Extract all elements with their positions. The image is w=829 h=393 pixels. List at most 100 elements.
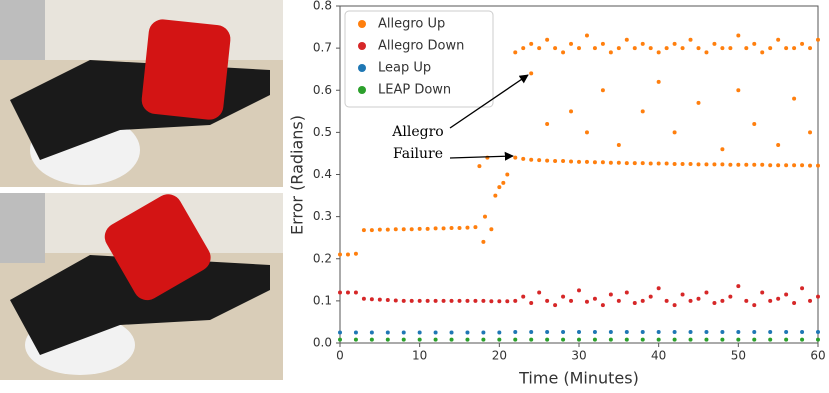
- point: [760, 162, 765, 167]
- point: [800, 286, 805, 291]
- point: [616, 160, 621, 165]
- point: [457, 225, 462, 230]
- point: [608, 160, 613, 165]
- point: [768, 163, 773, 168]
- x-axis-label: Time (Minutes): [518, 369, 639, 388]
- point: [680, 292, 685, 297]
- point: [465, 330, 470, 335]
- point: [744, 298, 749, 303]
- legend-box: [344, 10, 494, 108]
- point: [433, 330, 438, 335]
- point: [608, 337, 613, 342]
- point: [608, 330, 613, 335]
- legend-text: Allegro Down: [378, 39, 464, 54]
- point: [656, 330, 661, 335]
- point: [489, 227, 494, 232]
- point: [624, 337, 629, 342]
- point: [401, 298, 406, 303]
- point: [712, 162, 717, 167]
- point: [561, 337, 566, 342]
- y-tick-label: 0.4: [313, 167, 332, 181]
- point: [688, 161, 693, 166]
- point: [808, 130, 813, 135]
- point: [688, 298, 693, 303]
- point: [800, 41, 805, 46]
- point: [784, 163, 789, 168]
- point: [577, 159, 581, 164]
- legend-marker: [358, 20, 366, 28]
- point: [592, 46, 597, 51]
- point: [632, 300, 637, 305]
- point: [784, 292, 789, 297]
- point: [417, 330, 422, 335]
- point: [465, 337, 470, 342]
- point: [736, 337, 741, 342]
- x-tick-label: 20: [492, 349, 507, 363]
- point: [592, 330, 597, 335]
- point: [513, 50, 518, 55]
- point: [497, 185, 502, 190]
- annotation-line: Allegro: [391, 124, 443, 140]
- point: [816, 37, 820, 42]
- point: [441, 226, 446, 231]
- point: [640, 330, 645, 335]
- point: [361, 296, 366, 301]
- x-tick-label: 10: [412, 349, 427, 363]
- point: [385, 227, 390, 232]
- point: [353, 337, 358, 342]
- annotation-arrow: [449, 151, 514, 161]
- point: [760, 50, 765, 55]
- point: [800, 337, 805, 342]
- point: [441, 298, 446, 303]
- point: [808, 298, 813, 303]
- point: [545, 158, 550, 163]
- point: [752, 337, 757, 342]
- x-tick-label: 0: [336, 349, 344, 363]
- point: [640, 109, 645, 114]
- point: [529, 330, 534, 335]
- point: [577, 46, 581, 51]
- point: [561, 50, 566, 55]
- legend-text: Leap Up: [378, 61, 431, 76]
- point: [704, 50, 709, 55]
- ticks: 0 10 20 30 40 50 60 0.0 0.1 0.2 0.3 0.4 0.5 0.6 0.7 0.8: [313, 0, 826, 363]
- point: [792, 163, 797, 168]
- point: [489, 299, 494, 304]
- point: [720, 162, 725, 167]
- point: [417, 298, 422, 303]
- point: [656, 286, 661, 291]
- point: [497, 299, 502, 304]
- point: [664, 298, 669, 303]
- annotation-arrow: [449, 74, 529, 129]
- point: [577, 337, 581, 342]
- point: [600, 88, 605, 93]
- point: [425, 226, 430, 231]
- y-tick-label: 0.6: [313, 83, 332, 97]
- point: [465, 298, 470, 303]
- legend-text: Allegro Up: [378, 17, 445, 32]
- point: [816, 330, 820, 335]
- point: [553, 159, 558, 164]
- point: [553, 303, 558, 308]
- point: [592, 160, 597, 165]
- point: [449, 298, 454, 303]
- photo-top: [0, 0, 283, 187]
- point: [688, 37, 693, 42]
- point: [720, 46, 725, 51]
- point: [513, 337, 518, 342]
- point: [648, 46, 653, 51]
- point: [736, 284, 741, 289]
- point: [553, 46, 558, 51]
- point: [776, 296, 781, 301]
- point: [577, 330, 581, 335]
- photo-bottom: [0, 193, 283, 380]
- point: [768, 298, 773, 303]
- point: [760, 290, 765, 295]
- point: [808, 46, 813, 51]
- point: [529, 41, 534, 46]
- point: [744, 46, 749, 51]
- point: [624, 37, 629, 42]
- point: [752, 330, 757, 335]
- point: [640, 161, 645, 166]
- point: [816, 294, 820, 299]
